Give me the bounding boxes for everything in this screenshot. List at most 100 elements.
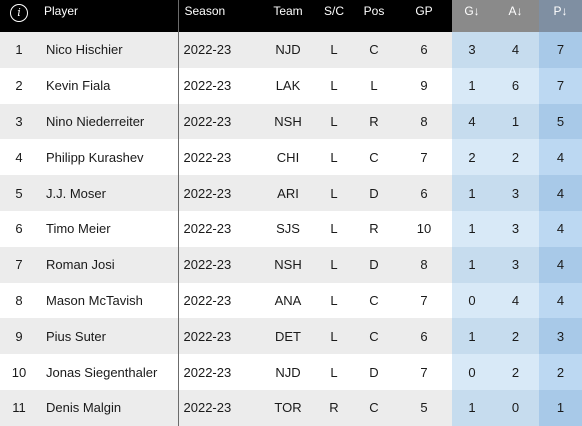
rank-cell: 6 bbox=[0, 210, 38, 247]
info-header: i bbox=[0, 0, 38, 32]
rank-cell: 7 bbox=[0, 246, 38, 283]
player-name-cell[interactable]: Philipp Kurashev bbox=[38, 139, 178, 176]
team-cell: ARI bbox=[260, 175, 316, 211]
table-row[interactable]: 7 Roman Josi 2022-23 NSH L D 8 1 3 4 bbox=[0, 246, 582, 283]
shoots-cell: R bbox=[316, 389, 352, 426]
position-cell: L bbox=[352, 67, 396, 104]
position-cell: C bbox=[352, 32, 396, 68]
goals-cell: 0 bbox=[452, 354, 492, 390]
player-name-cell[interactable]: J.J. Moser bbox=[38, 175, 178, 211]
table-row[interactable]: 3 Nino Niederreiter 2022-23 NSH L R 8 4 1 5 bbox=[0, 103, 582, 140]
player-name-cell[interactable]: Nico Hischier bbox=[38, 32, 178, 68]
team-cell: TOR bbox=[260, 389, 316, 426]
assists-cell: 4 bbox=[492, 282, 539, 319]
team-cell: NSH bbox=[260, 246, 316, 283]
header-assists[interactable]: A↓ bbox=[492, 0, 539, 32]
games-played-cell: 7 bbox=[396, 282, 452, 319]
position-cell: C bbox=[352, 282, 396, 319]
season-cell: 2022-23 bbox=[177, 389, 260, 426]
points-cell: 5 bbox=[539, 103, 582, 140]
shoots-cell: L bbox=[316, 354, 352, 390]
shoots-cell: L bbox=[316, 103, 352, 140]
table-row[interactable]: 1 Nico Hischier 2022-23 NJD L C 6 3 4 7 bbox=[0, 32, 582, 68]
games-played-cell: 8 bbox=[396, 246, 452, 283]
rank-cell: 11 bbox=[0, 389, 38, 426]
player-name-cell[interactable]: Kevin Fiala bbox=[38, 67, 178, 104]
table-row[interactable]: 4 Philipp Kurashev 2022-23 CHI L C 7 2 2 4 bbox=[0, 139, 582, 176]
points-cell: 2 bbox=[539, 354, 582, 390]
table-row[interactable]: 5 J.J. Moser 2022-23 ARI L D 6 1 3 4 bbox=[0, 175, 582, 211]
points-cell: 7 bbox=[539, 32, 582, 68]
goals-cell: 1 bbox=[452, 389, 492, 426]
points-cell: 4 bbox=[539, 210, 582, 247]
player-name-cell[interactable]: Jonas Siegenthaler bbox=[38, 354, 178, 390]
header-player[interactable]: Player bbox=[38, 0, 178, 32]
header-gp[interactable]: GP bbox=[396, 0, 452, 32]
info-icon[interactable]: i bbox=[10, 4, 28, 22]
shoots-cell: L bbox=[316, 246, 352, 283]
rank-cell: 1 bbox=[0, 32, 38, 68]
rank-cell: 2 bbox=[0, 67, 38, 104]
shoots-cell: L bbox=[316, 318, 352, 355]
team-cell: NJD bbox=[260, 354, 316, 390]
points-cell: 4 bbox=[539, 282, 582, 319]
games-played-cell: 6 bbox=[396, 175, 452, 211]
assists-cell: 3 bbox=[492, 246, 539, 283]
position-cell: D bbox=[352, 175, 396, 211]
assists-cell: 4 bbox=[492, 32, 539, 68]
shoots-cell: L bbox=[316, 210, 352, 247]
games-played-cell: 5 bbox=[396, 389, 452, 426]
shoots-cell: L bbox=[316, 282, 352, 319]
assists-cell: 2 bbox=[492, 354, 539, 390]
goals-cell: 2 bbox=[452, 139, 492, 176]
points-cell: 4 bbox=[539, 175, 582, 211]
shoots-cell: L bbox=[316, 175, 352, 211]
table-row[interactable]: 9 Pius Suter 2022-23 DET L C 6 1 2 3 bbox=[0, 318, 582, 355]
assists-cell: 2 bbox=[492, 318, 539, 355]
goals-cell: 1 bbox=[452, 318, 492, 355]
team-cell: NJD bbox=[260, 32, 316, 68]
goals-cell: 0 bbox=[452, 282, 492, 319]
assists-cell: 6 bbox=[492, 67, 539, 104]
position-cell: D bbox=[352, 354, 396, 390]
assists-cell: 1 bbox=[492, 103, 539, 140]
position-cell: D bbox=[352, 246, 396, 283]
rank-cell: 9 bbox=[0, 318, 38, 355]
rank-cell: 5 bbox=[0, 175, 38, 211]
games-played-cell: 6 bbox=[396, 318, 452, 355]
goals-cell: 1 bbox=[452, 175, 492, 211]
position-cell: C bbox=[352, 318, 396, 355]
points-cell: 3 bbox=[539, 318, 582, 355]
header-sc[interactable]: S/C bbox=[316, 0, 352, 32]
points-cell: 7 bbox=[539, 67, 582, 104]
player-name-cell[interactable]: Denis Malgin bbox=[38, 389, 178, 426]
shoots-cell: L bbox=[316, 32, 352, 68]
assists-cell: 3 bbox=[492, 175, 539, 211]
table-row[interactable]: 6 Timo Meier 2022-23 SJS L R 10 1 3 4 bbox=[0, 210, 582, 247]
header-points[interactable]: P↓ bbox=[539, 0, 582, 32]
rank-cell: 3 bbox=[0, 103, 38, 140]
team-cell: NSH bbox=[260, 103, 316, 140]
team-cell: SJS bbox=[260, 210, 316, 247]
position-cell: R bbox=[352, 103, 396, 140]
table-row[interactable]: 8 Mason McTavish 2022-23 ANA L C 7 0 4 4 bbox=[0, 282, 582, 319]
table-row[interactable]: 2 Kevin Fiala 2022-23 LAK L L 9 1 6 7 bbox=[0, 67, 582, 104]
table-row[interactable]: 11 Denis Malgin 2022-23 TOR R C 5 1 0 1 bbox=[0, 389, 582, 426]
games-played-cell: 10 bbox=[396, 210, 452, 247]
goals-cell: 4 bbox=[452, 103, 492, 140]
team-cell: DET bbox=[260, 318, 316, 355]
header-team[interactable]: Team bbox=[260, 0, 316, 32]
player-name-cell[interactable]: Timo Meier bbox=[38, 210, 178, 247]
table-row[interactable]: 10 Jonas Siegenthaler 2022-23 NJD L D 7 0 2 2 bbox=[0, 354, 582, 390]
player-name-cell[interactable]: Nino Niederreiter bbox=[38, 103, 178, 140]
player-name-cell[interactable]: Pius Suter bbox=[38, 318, 178, 355]
header-goals[interactable]: G↓ bbox=[452, 0, 492, 32]
games-played-cell: 7 bbox=[396, 354, 452, 390]
header-season[interactable]: Season bbox=[177, 0, 260, 32]
player-name-cell[interactable]: Roman Josi bbox=[38, 246, 178, 283]
player-name-cell[interactable]: Mason McTavish bbox=[38, 282, 178, 319]
games-played-cell: 6 bbox=[396, 32, 452, 68]
header-pos[interactable]: Pos bbox=[352, 0, 396, 32]
season-cell: 2022-23 bbox=[177, 282, 260, 319]
